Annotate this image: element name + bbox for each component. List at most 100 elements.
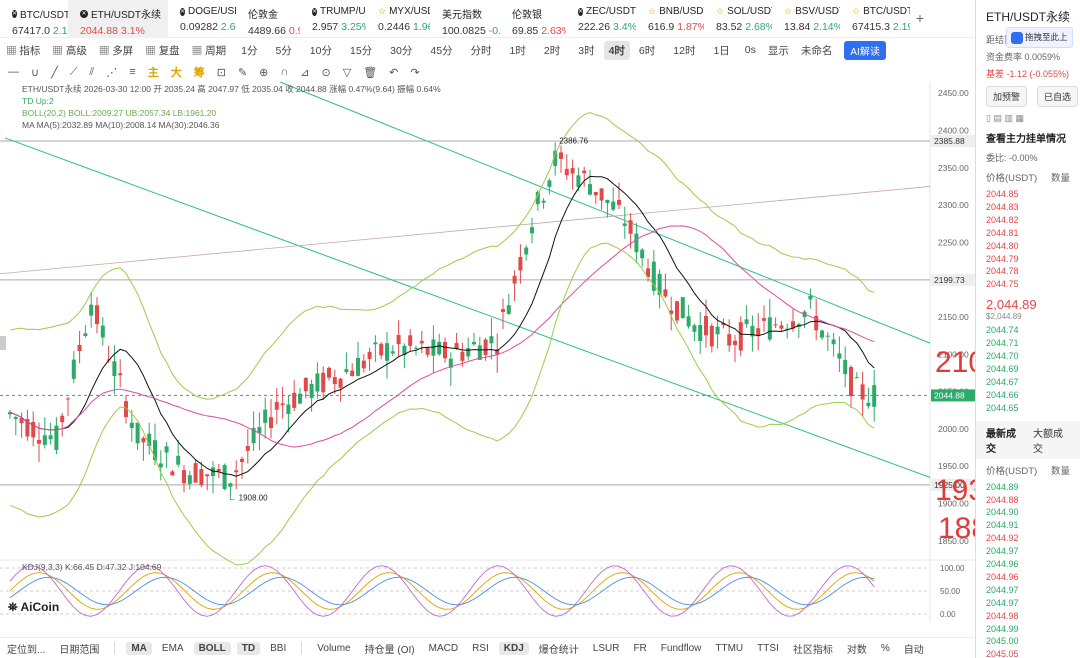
close-icon[interactable]: ✕	[578, 7, 584, 16]
timeframe-45分[interactable]: 45分	[430, 44, 453, 57]
bottom-right-对数[interactable]: 对数	[846, 644, 867, 656]
sub-indicator-Fundflow[interactable]: Fundflow	[660, 642, 702, 654]
sub-indicator-FR[interactable]: FR	[633, 642, 647, 654]
sub-indicator-KDJ[interactable]: KDJ	[498, 641, 529, 655]
display-menu[interactable]: 显示	[767, 44, 789, 57]
ticker-tab[interactable]: ☆SOL/USDT 83.52 2.68%	[704, 0, 772, 38]
bid-row[interactable]: 2044.70	[986, 351, 1019, 362]
drag-tip-popup[interactable]: 拖拽至此上	[1006, 27, 1073, 48]
sub-indicator-Volume[interactable]: Volume	[317, 642, 351, 654]
orderbook-title[interactable]: 查看主力挂单情况	[986, 134, 1066, 145]
ask-row[interactable]: 2044.75	[986, 279, 1019, 290]
lock-icon[interactable]: ⊙	[321, 66, 331, 79]
timeframe-15分[interactable]: 15分	[349, 44, 373, 57]
indicator-MA[interactable]: MA	[126, 641, 152, 655]
line-tool-icon[interactable]: —	[8, 66, 19, 78]
sub-indicator-LSUR[interactable]: LSUR	[592, 642, 620, 654]
ticker-tab[interactable]: ✕BTC/USDT永 67417.0 2.18%	[0, 0, 68, 38]
indicator-BBI[interactable]: BBI	[270, 642, 287, 654]
toolbar-period-button[interactable]: ▦ 周期	[186, 43, 232, 58]
toolbar-indicator-button[interactable]: ▦ 指标	[0, 43, 46, 58]
bid-row[interactable]: 2044.74	[986, 325, 1019, 336]
trash-icon[interactable]: 🗑	[363, 66, 378, 79]
bottom-定位到...[interactable]: 定位到...	[7, 644, 46, 656]
toolbar-advanced-button[interactable]: ▦ 高级	[46, 43, 92, 58]
sub-indicator-持仓量 (OI)[interactable]: 持仓量 (OI)	[364, 644, 415, 656]
timeframe-3时[interactable]: 3时	[578, 44, 595, 57]
bottom-日期范围[interactable]: 日期范围	[59, 644, 100, 656]
timeframe-5分[interactable]: 5分	[275, 44, 292, 57]
timeframe-4时[interactable]: 4时	[603, 40, 630, 60]
close-icon[interactable]: ✕	[312, 7, 318, 16]
layout-name[interactable]: 未命名	[800, 44, 833, 57]
ticker-tab[interactable]: ☆BTC/USDT 67415.3 2.19%	[840, 0, 910, 38]
bid-row[interactable]: 2044.65	[986, 402, 1019, 413]
ask-row[interactable]: 2044.80	[986, 240, 1019, 251]
add-tab-button[interactable]: +	[915, 10, 925, 26]
indicator-BOLL[interactable]: BOLL	[193, 641, 231, 655]
left-panel-handle[interactable]	[0, 336, 6, 350]
timeframe-1日[interactable]: 1日	[713, 44, 730, 57]
timeframe-30分[interactable]: 30分	[390, 44, 413, 57]
extended-line-tool-icon[interactable]: ⟋	[69, 65, 78, 78]
ask-row[interactable]: 2044.81	[986, 227, 1019, 238]
crop-icon[interactable]: ⊡	[216, 66, 226, 79]
bottom-right-社区指标[interactable]: 社区指标	[792, 644, 833, 656]
ticker-tab[interactable]: ☆MYX/USDT 0.2446 1.96%	[366, 0, 430, 38]
tab-large-trades[interactable]: 大额成交	[1033, 428, 1063, 455]
ask-row[interactable]: 2044.85	[986, 189, 1019, 199]
refresh-rate[interactable]: 0s	[744, 44, 756, 56]
bottom-right-自动[interactable]: 自动	[903, 644, 924, 656]
timeframe-12时[interactable]: 12时	[673, 44, 696, 57]
bid-row[interactable]: 2044.67	[986, 376, 1019, 387]
ask-row[interactable]: 2044.79	[986, 253, 1019, 264]
channel-tool-icon[interactable]: ⋰	[106, 66, 118, 79]
redo-icon[interactable]: ↷	[410, 66, 420, 79]
sub-indicator-MACD[interactable]: MACD	[428, 642, 459, 654]
chip-button[interactable]: 筹	[193, 67, 205, 79]
timeframe-1时[interactable]: 1时	[509, 44, 526, 57]
ray-tool-icon[interactable]: ╱	[51, 66, 58, 79]
filter-icon[interactable]: ▽	[342, 66, 352, 79]
timeframe-1分[interactable]: 1分	[241, 44, 258, 57]
big-order-button[interactable]: 大	[170, 67, 182, 79]
timeframe-6时[interactable]: 6时	[638, 44, 656, 57]
close-icon[interactable]: ✕	[80, 9, 88, 18]
ticker-tab[interactable]: ☆BSV/USDT 13.84 2.14%	[772, 0, 840, 38]
watchlist-button[interactable]: 已自选	[1037, 86, 1079, 107]
magnet-icon[interactable]: ∩	[280, 66, 289, 78]
indicator-EMA[interactable]: EMA	[161, 642, 184, 654]
ticker-tab[interactable]: ✕DOGE/USD 0.09282 2.69%	[168, 0, 236, 38]
ticker-tab[interactable]: 美元指数 100.0825 -0.2	[430, 0, 500, 38]
parallel-tool-icon[interactable]: ⫽	[89, 65, 95, 78]
bid-row[interactable]: 2044.71	[986, 338, 1019, 349]
timeframe-分时[interactable]: 分时	[470, 44, 492, 57]
bid-row[interactable]: 2044.66	[986, 389, 1019, 400]
indicator-TD[interactable]: TD	[236, 641, 261, 655]
pen-icon[interactable]: ✎	[237, 66, 248, 79]
ask-row[interactable]: 2044.78	[986, 266, 1019, 277]
tab-latest-trades[interactable]: 最新成交	[986, 428, 1016, 455]
sub-indicator-TTSI[interactable]: TTSI	[757, 642, 779, 654]
sub-indicator-TTMU[interactable]: TTMU	[715, 642, 744, 654]
timeframe-10分[interactable]: 10分	[309, 44, 332, 57]
sub-indicator-爆仓统计[interactable]: 爆仓统计	[538, 644, 579, 656]
undo-icon[interactable]: ↶	[389, 66, 399, 79]
ticker-tab[interactable]: ✕ ETH/USDT永续 2044.88 3.1%	[68, 0, 168, 38]
timeframe-2时[interactable]: 2时	[543, 44, 561, 57]
toolbar-replay-button[interactable]: ▦ 复盘	[139, 43, 185, 58]
ruler-icon[interactable]: ⊿	[300, 66, 310, 79]
toolbar-multi-screen-button[interactable]: ▦ 多屏	[93, 43, 139, 58]
close-icon[interactable]: ✕	[12, 9, 18, 18]
ask-row[interactable]: 2044.82	[986, 214, 1019, 225]
curve-tool-icon[interactable]: ∪	[31, 66, 40, 79]
ticker-tab[interactable]: ✕ ZEC/USDT 222.26 3.4%	[566, 0, 636, 38]
sub-indicator-RSI[interactable]: RSI	[472, 642, 489, 654]
add-alert-button[interactable]: 加预警	[986, 86, 1028, 107]
ticker-tab[interactable]: 伦敦银 69.85 2.63%	[500, 0, 566, 38]
bid-row[interactable]: 2044.69	[986, 363, 1019, 374]
price-chart[interactable]: 1850.001900.001950.002000.002050.002100.…	[0, 82, 975, 622]
ask-row[interactable]: 2044.83	[986, 201, 1019, 212]
bottom-right-%[interactable]: %	[880, 642, 890, 654]
ai-interpret-button[interactable]: AI解读	[844, 40, 886, 60]
